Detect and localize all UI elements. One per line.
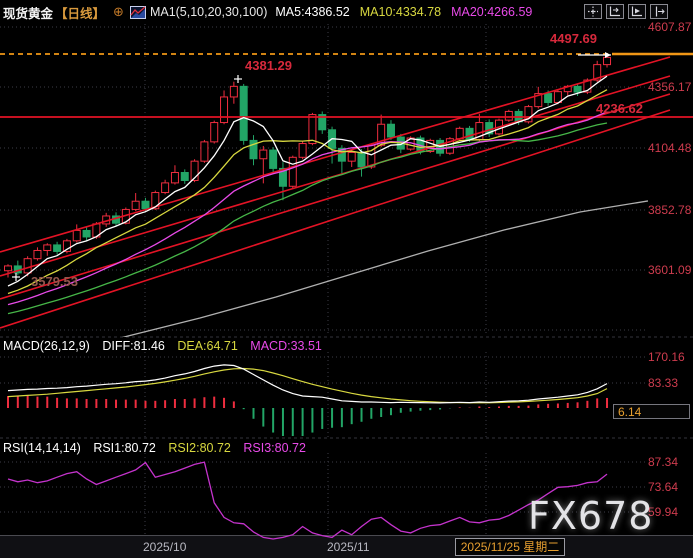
ma100-line (121, 200, 648, 337)
month-label: 2025/11 (327, 540, 370, 554)
rsi-line (7, 461, 608, 540)
grid-lines (0, 24, 693, 534)
rsi1-value: RSI1:80.72 (93, 441, 156, 455)
ma-settings-label: MA1(5,10,20,30,100) (149, 5, 268, 19)
rsi-axis-label: 73.64 (648, 480, 679, 494)
ma5-line (7, 75, 608, 287)
chart-type-icon[interactable] (129, 5, 146, 19)
rsi-axis-label: 87.34 (648, 455, 679, 469)
rsi2-value: RSI2:80.72 (168, 441, 231, 455)
price-annotation: 4497.69 (550, 31, 597, 46)
symbol-label: 现货黄金 (3, 6, 54, 21)
ma10-line (7, 89, 608, 295)
price-axis-label: 3852.78 (648, 203, 692, 217)
macd-diff-value: DIFF:81.46 (102, 339, 165, 353)
rsi-header: RSI(14,14,14) RSI1:80.72 RSI2:80.72 RSI3… (3, 441, 315, 455)
ma10-value: MA10:4334.78 (359, 5, 442, 19)
crosshair-date-box: 2025/11/25 星期二 (455, 538, 565, 556)
macd-dea-line (7, 367, 608, 404)
macd-macd-value: MACD:33.51 (250, 339, 322, 353)
rsi-axis-label: 59.94 (648, 505, 679, 519)
chart-toolbar (584, 4, 668, 19)
price-axis-label: 4607.87 (648, 20, 692, 34)
price-axis-label: 4104.48 (648, 141, 692, 155)
expand-icon[interactable]: ⊕ (113, 4, 124, 19)
macd-dea-value: DEA:64.71 (177, 339, 238, 353)
axis-play-icon (631, 6, 642, 17)
candlestick-series (4, 53, 612, 278)
price-annotation: 4236.62 (596, 101, 643, 116)
shift-right-button[interactable] (650, 4, 668, 19)
pan-tool-button[interactable] (584, 4, 602, 19)
chart-header: 现货黄金 【日线】 ⊕ MA1(5,10,20,30,100) MA5:4386… (0, 0, 693, 24)
price-axis-label: 3601.09 (648, 263, 692, 277)
period-label: 【日线】 (55, 6, 106, 21)
macd-axis-label: 83.33 (648, 376, 679, 390)
ma20-line (7, 111, 608, 306)
axis-zoom-button[interactable] (606, 4, 624, 19)
shift-right-icon (655, 6, 665, 17)
price-annotation: 3579.53 (31, 274, 78, 289)
macd-axis-label: 170.16 (648, 350, 685, 364)
macd-lines (7, 364, 608, 404)
ma30-line (7, 122, 608, 315)
macd-histogram (7, 396, 609, 436)
axis-play-button[interactable] (628, 4, 646, 19)
ma-lines (7, 75, 648, 337)
macd-title: MACD(26,12,9) (3, 339, 90, 353)
macd-current-value-box: 6.14 (613, 404, 690, 419)
rsi-series (7, 461, 608, 540)
macd-header: MACD(26,12,9) DIFF:81.46 DEA:64.71 MACD:… (3, 339, 331, 353)
axis-zoom-icon (609, 6, 620, 17)
pan-icon (588, 6, 598, 17)
ma5-value: MA5:4386.52 (275, 5, 350, 19)
macd-diff-line (7, 364, 608, 404)
pivot-markers (12, 52, 611, 281)
trend-lines (0, 52, 693, 329)
ma20-value: MA20:4266.59 (451, 5, 533, 19)
rsi3-value: RSI3:80.72 (243, 441, 306, 455)
month-label: 2025/10 (143, 540, 187, 554)
rsi-title: RSI(14,14,14) (3, 441, 81, 455)
price-annotation: 4381.29 (245, 58, 292, 73)
price-axis-label: 4356.17 (648, 80, 692, 94)
watermark: FX678 (528, 494, 654, 538)
